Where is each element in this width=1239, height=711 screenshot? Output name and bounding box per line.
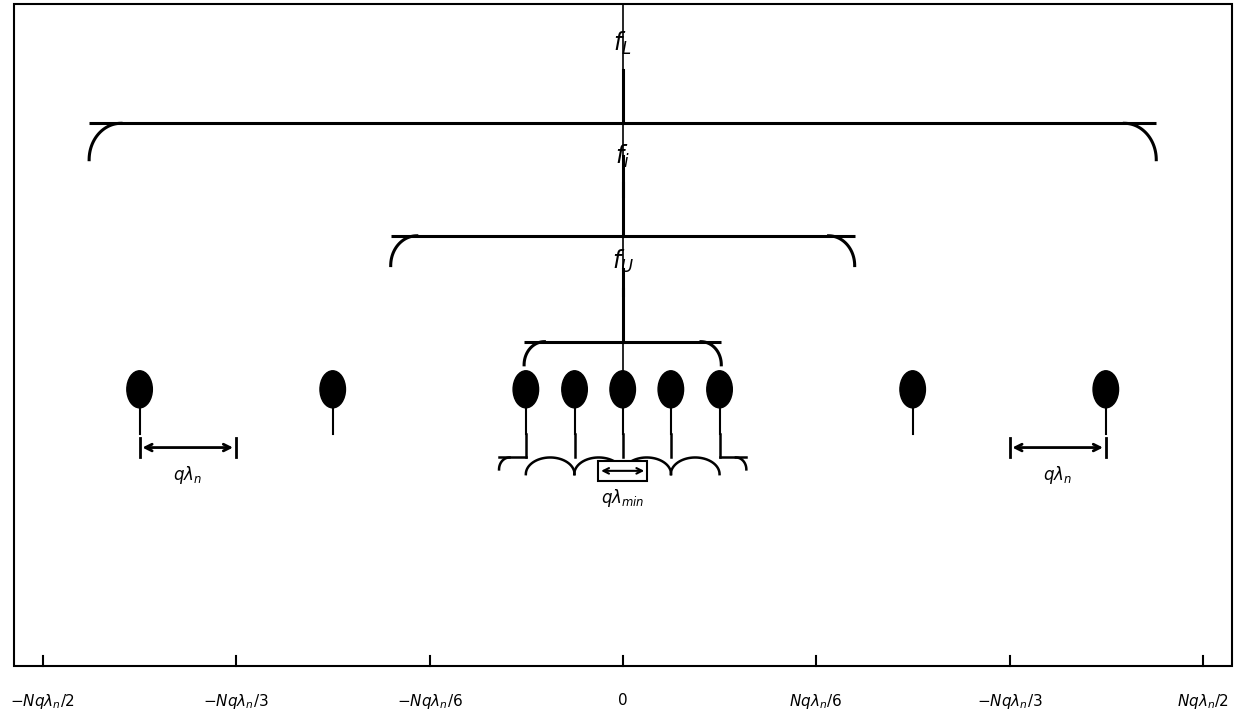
Ellipse shape: [561, 370, 587, 408]
Text: $q\lambda_n$: $q\lambda_n$: [173, 464, 202, 486]
Text: $-Nq\lambda_n / 2$: $-Nq\lambda_n / 2$: [10, 693, 76, 711]
Text: $f_i$: $f_i$: [616, 142, 631, 170]
Text: $-Nq\lambda_n / 3$: $-Nq\lambda_n / 3$: [976, 693, 1042, 711]
Text: $Nq\lambda_n / 2$: $Nq\lambda_n / 2$: [1177, 693, 1229, 711]
Ellipse shape: [658, 370, 684, 408]
Text: $q\lambda_n$: $q\lambda_n$: [1043, 464, 1072, 486]
Ellipse shape: [1093, 370, 1119, 408]
Ellipse shape: [513, 370, 539, 408]
Ellipse shape: [610, 370, 636, 408]
Ellipse shape: [900, 370, 926, 408]
Text: $-Nq\lambda_n / 3$: $-Nq\lambda_n / 3$: [203, 693, 269, 711]
Ellipse shape: [320, 370, 346, 408]
Ellipse shape: [126, 370, 152, 408]
Text: $-Nq\lambda_n / 6$: $-Nq\lambda_n / 6$: [396, 693, 462, 711]
Text: $f_L$: $f_L$: [613, 30, 632, 57]
Text: $q\lambda_{min}$: $q\lambda_{min}$: [601, 487, 644, 509]
Text: $f_U$: $f_U$: [612, 248, 633, 275]
Text: $0$: $0$: [617, 693, 628, 708]
Bar: [598, 461, 647, 481]
Text: $Nq\lambda_n / 6$: $Nq\lambda_n / 6$: [789, 693, 843, 711]
Ellipse shape: [706, 370, 732, 408]
